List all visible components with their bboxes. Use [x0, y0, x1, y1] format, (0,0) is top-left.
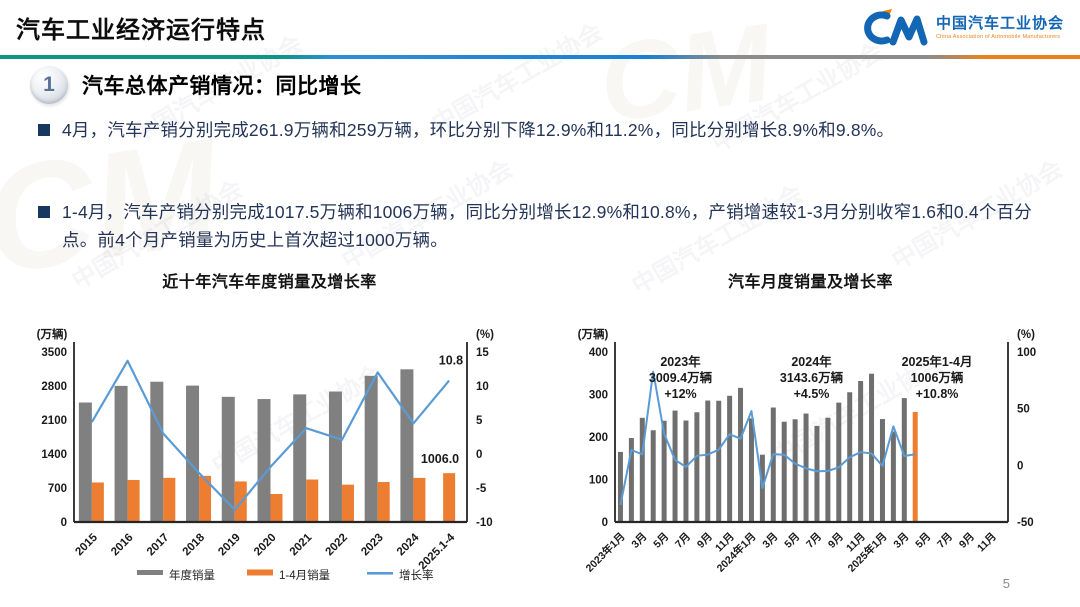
svg-text:2024年: 2024年: [791, 354, 832, 369]
svg-text:1-4月销量: 1-4月销量: [279, 568, 330, 582]
svg-text:700: 700: [48, 483, 67, 495]
svg-text:2025.1-4: 2025.1-4: [417, 531, 458, 572]
svg-text:2023年: 2023年: [660, 354, 701, 369]
svg-text:3月: 3月: [629, 531, 649, 551]
page-title: 汽车工业经济运行特点: [16, 17, 266, 44]
svg-text:3月: 3月: [891, 531, 911, 551]
svg-text:50: 50: [1017, 404, 1030, 416]
svg-text:2100: 2100: [41, 415, 67, 427]
svg-text:-5: -5: [476, 483, 487, 495]
svg-text:100: 100: [589, 475, 608, 487]
svg-text:2022: 2022: [323, 532, 350, 559]
svg-text:200: 200: [589, 432, 608, 444]
svg-text:9月: 9月: [695, 531, 715, 551]
svg-text:0: 0: [602, 517, 608, 529]
svg-text:2020: 2020: [252, 532, 279, 559]
svg-text:10.8: 10.8: [439, 354, 463, 368]
svg-text:2024: 2024: [395, 531, 422, 558]
svg-text:2019: 2019: [216, 532, 243, 559]
svg-text:2023年1月: 2023年1月: [583, 530, 628, 575]
svg-text:5月: 5月: [782, 531, 802, 551]
svg-text:+4.5%: +4.5%: [794, 387, 830, 401]
org-name-cn: 中国汽车工业协会: [935, 14, 1064, 32]
bullet-text: 4月，汽车产销分别完成261.9万辆和259万辆，环比分别下降12.9%和11.…: [62, 120, 895, 140]
svg-text:0: 0: [1017, 460, 1023, 472]
svg-text:0: 0: [476, 449, 482, 461]
svg-text:+10.8%: +10.8%: [916, 387, 959, 401]
section-number-badge: 1: [30, 66, 68, 104]
svg-text:2025年1-4月: 2025年1-4月: [902, 354, 973, 369]
header-divider: [0, 55, 1080, 59]
org-name-en: China Association of Automobile Manufact…: [935, 34, 1061, 41]
bullet-text: 1-4月，汽车产销分别完成1017.5万辆和1006万辆，同比分别增长12.9%…: [62, 202, 1032, 250]
svg-text:7月: 7月: [935, 531, 955, 551]
svg-text:300: 300: [589, 390, 608, 402]
svg-text:1006万辆: 1006万辆: [911, 370, 964, 385]
svg-text:2016: 2016: [109, 532, 136, 559]
org-logo: 中国汽车工业协会 China Association of Automobile…: [849, 7, 1064, 49]
svg-text:2017: 2017: [145, 532, 172, 559]
svg-text:100: 100: [1017, 347, 1036, 359]
svg-text:(%): (%): [476, 329, 494, 341]
svg-text:(万辆): (万辆): [37, 327, 68, 341]
svg-text:2015: 2015: [73, 531, 100, 558]
svg-text:年度销量: 年度销量: [169, 568, 215, 582]
svg-text:15: 15: [476, 347, 489, 359]
svg-text:1400: 1400: [41, 449, 67, 461]
svg-text:3143.6万辆: 3143.6万辆: [780, 370, 844, 385]
svg-text:-50: -50: [1017, 517, 1034, 529]
monthly-chart-title: 汽车月度销量及增长率: [727, 274, 893, 291]
svg-text:-10: -10: [476, 517, 493, 529]
svg-text:3500: 3500: [41, 347, 67, 359]
annual-chart-title: 近十年汽车年度销量及增长率: [162, 274, 377, 291]
svg-text:(万辆): (万辆): [578, 327, 609, 341]
annual-sales-chart: 近十年汽车年度销量及增长率 (万辆) (%) 0 700 1400 2100 2800 350…: [22, 268, 517, 599]
svg-text:11月: 11月: [975, 531, 999, 555]
svg-text:9月: 9月: [826, 531, 846, 551]
svg-text:3月: 3月: [760, 531, 780, 551]
svg-text:9月: 9月: [957, 531, 977, 551]
bullet-item: 1-4月，汽车产销分别完成1017.5万辆和1006万辆，同比分别增长12.9%…: [38, 198, 1052, 254]
section-header: 1 汽车总体产销情况：同比增长: [30, 66, 362, 104]
cm-logo-icon: [864, 9, 928, 46]
bullet-square-icon: [38, 124, 50, 136]
svg-text:7月: 7月: [673, 531, 693, 551]
bullet-item: 4月，汽车产销分别完成261.9万辆和259万辆，环比分别下降12.9%和11.…: [38, 116, 1052, 144]
svg-text:7月: 7月: [804, 531, 824, 551]
svg-text:1006.0: 1006.0: [421, 452, 459, 466]
bullet-square-icon: [38, 206, 50, 218]
annual-chart-canvas: (万辆) (%) 0 700 1400 2100 2800 3500 -10 -5 0 5 10 15 20…: [37, 327, 494, 582]
svg-text:2800: 2800: [41, 381, 67, 393]
svg-text:3009.4万辆: 3009.4万辆: [649, 370, 713, 385]
svg-text:0: 0: [61, 517, 67, 529]
page-number: 5: [1002, 576, 1010, 591]
section-title: 汽车总体产销情况：同比增长: [82, 75, 362, 98]
svg-text:10: 10: [476, 381, 489, 393]
svg-text:5: 5: [476, 415, 483, 427]
svg-text:2023: 2023: [359, 532, 386, 559]
monthly-sales-chart: 汽车月度销量及增长率 (万辆) (%) 0 100 200 300 400 -50 0 50 100…: [563, 268, 1058, 599]
svg-text:5月: 5月: [913, 531, 933, 551]
svg-text:增长率: 增长率: [399, 568, 434, 582]
charts-row: 近十年汽车年度销量及增长率 (万辆) (%) 0 700 1400 2100 2800 350…: [22, 268, 1058, 599]
svg-text:2021: 2021: [288, 531, 315, 558]
svg-text:2018: 2018: [181, 531, 208, 558]
svg-text:5月: 5月: [651, 531, 671, 551]
svg-text:(%): (%): [1017, 329, 1035, 341]
svg-text:400: 400: [589, 347, 608, 359]
svg-text:+12%: +12%: [664, 387, 696, 401]
